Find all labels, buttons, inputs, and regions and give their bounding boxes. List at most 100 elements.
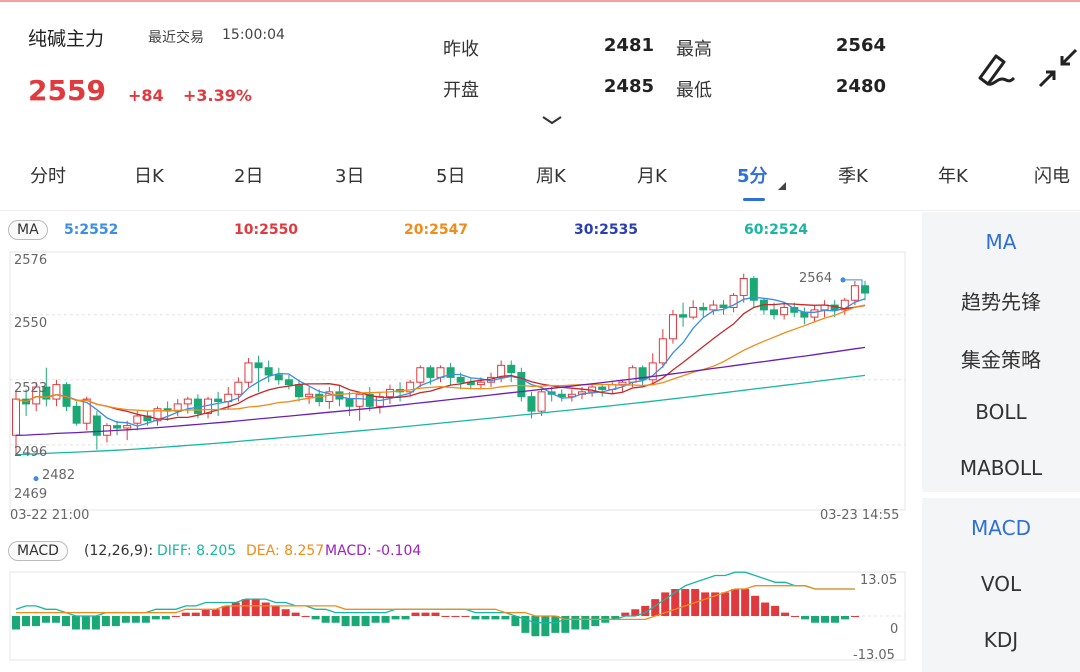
indicator-kdj[interactable]: KDJ xyxy=(983,628,1019,652)
candle-body xyxy=(52,384,61,400)
low-value: 2480 xyxy=(835,76,886,97)
macd-bar xyxy=(811,616,820,623)
macd-bar xyxy=(361,616,370,627)
macd-value-legend: MACD: -0.104 xyxy=(325,543,422,559)
macd-bar xyxy=(631,609,640,616)
macd-bar xyxy=(381,616,390,623)
candle-body xyxy=(123,425,132,429)
tab-weekly-k[interactable]: 周K xyxy=(536,166,566,187)
tab-2day[interactable]: 2日 xyxy=(234,166,264,187)
candle-body xyxy=(749,278,758,301)
macd-bar xyxy=(61,616,70,627)
chart-frame xyxy=(9,251,906,511)
candle-body xyxy=(214,398,223,402)
macd-bar xyxy=(801,616,810,620)
macd-bar xyxy=(681,589,690,616)
macd-bar xyxy=(291,612,300,616)
candle-body xyxy=(153,408,162,422)
tab-yearly-k[interactable]: 年K xyxy=(938,166,968,187)
macd-bar xyxy=(251,599,260,616)
indicator-trend[interactable]: 趋势先锋 xyxy=(961,290,1041,314)
macd-bar xyxy=(621,612,630,616)
tab-5min[interactable]: 5分 xyxy=(737,166,768,187)
macd-bar xyxy=(581,616,590,630)
macd-bar xyxy=(821,616,830,623)
candle-body xyxy=(82,398,91,424)
x-axis-end-label: 03-23 14:55 xyxy=(820,508,900,523)
indicator-strategy[interactable]: 集金策略 xyxy=(961,348,1041,372)
macd-diff-legend: DIFF: 8.205 xyxy=(157,543,237,559)
indicator-maboll[interactable]: MABOLL xyxy=(959,456,1043,480)
candle-body xyxy=(113,425,122,429)
ma30-legend: 30:2535 xyxy=(574,222,639,238)
macd-params: (12,26,9): xyxy=(84,543,154,559)
candle-body xyxy=(507,364,516,374)
top-accent-line xyxy=(0,0,1080,2)
candle-body xyxy=(436,367,445,378)
candle-body xyxy=(12,398,20,436)
tab-dropdown-caret-icon[interactable] xyxy=(778,182,786,190)
macd-bar xyxy=(841,616,850,620)
macd-bar xyxy=(201,609,210,616)
macd-bar xyxy=(221,605,230,616)
macd-bar xyxy=(541,616,550,637)
macd-bar xyxy=(311,616,320,620)
indicator-boll[interactable]: BOLL xyxy=(975,400,1027,424)
contract-name[interactable]: 纯碱主力 xyxy=(28,28,105,50)
tab-daily-k[interactable]: 日K xyxy=(134,166,164,187)
collapse-icon[interactable] xyxy=(1036,46,1080,90)
macd-dea-legend: DEA: 8.257 xyxy=(246,543,325,559)
tab-flash[interactable]: 闪电 xyxy=(1034,166,1070,187)
macd-bar xyxy=(531,616,540,637)
tab-quarterly-k[interactable]: 季K xyxy=(838,166,868,187)
macd-bar xyxy=(321,616,330,623)
macd-bar xyxy=(341,616,350,627)
macd-bar xyxy=(371,616,380,623)
candle-body xyxy=(264,367,273,376)
macd-bar xyxy=(141,616,150,623)
macd-bar xyxy=(521,616,530,633)
macd-bar xyxy=(661,592,670,616)
macd-axis-zero: 0 xyxy=(890,622,899,637)
macd-indicator-tag[interactable]: MACD xyxy=(8,541,68,561)
tab-intraday[interactable]: 分时 xyxy=(30,166,66,187)
candle-body xyxy=(92,415,101,436)
indicator-vol[interactable]: VOL xyxy=(980,572,1022,596)
macd-bar xyxy=(471,616,480,620)
candlestick-chart[interactable] xyxy=(0,240,920,540)
macd-bar xyxy=(671,589,680,616)
ma60-line xyxy=(15,374,866,456)
max-price-marker: 2564 xyxy=(799,271,833,286)
macd-bar xyxy=(751,595,760,616)
ma30-line xyxy=(15,346,866,436)
macd-bar xyxy=(731,589,740,616)
y-axis-label-top: 2576 xyxy=(14,253,48,268)
candle-body xyxy=(476,381,485,386)
macd-bar xyxy=(591,616,600,627)
candle-body xyxy=(810,309,819,318)
draw-pen-icon[interactable] xyxy=(972,46,1016,90)
macd-chart[interactable] xyxy=(0,566,920,666)
tab-3day[interactable]: 3日 xyxy=(335,166,365,187)
candle-body xyxy=(618,381,627,386)
candle-body xyxy=(385,388,394,398)
macd-bar xyxy=(431,612,440,616)
ma-indicator-tag[interactable]: MA xyxy=(8,220,48,240)
low-label: 最低 xyxy=(676,80,712,101)
macd-bar xyxy=(91,616,100,630)
macd-bar xyxy=(421,612,430,616)
expand-chevron-icon[interactable] xyxy=(540,114,564,126)
prev-close-value: 2481 xyxy=(603,35,654,56)
candle-body xyxy=(861,285,869,294)
candle-body xyxy=(628,367,637,383)
macd-bar xyxy=(81,616,90,630)
open-value: 2485 xyxy=(603,76,654,97)
candle-body xyxy=(770,309,779,316)
indicator-macd[interactable]: MACD xyxy=(971,516,1031,540)
macd-bar xyxy=(331,616,340,623)
indicator-ma[interactable]: MA xyxy=(985,230,1017,254)
y-axis-label-2: 2550 xyxy=(14,316,48,331)
macd-bar xyxy=(241,599,250,616)
tab-monthly-k[interactable]: 月K xyxy=(637,166,667,187)
tab-5day[interactable]: 5日 xyxy=(436,166,466,187)
